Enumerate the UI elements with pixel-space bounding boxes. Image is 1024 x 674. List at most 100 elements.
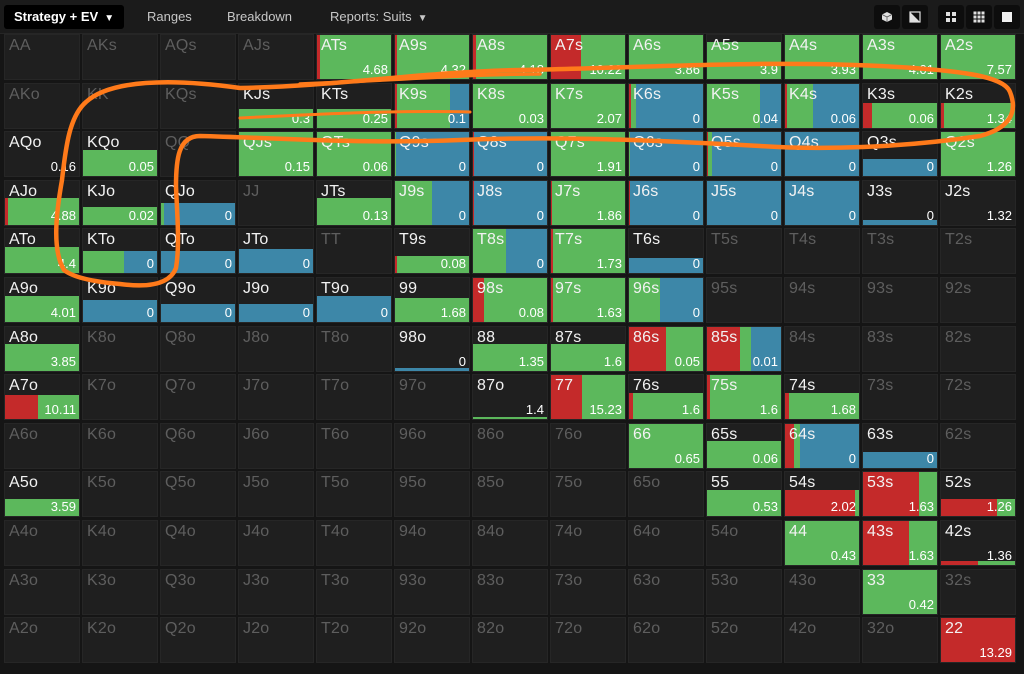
hand-cell[interactable]: J5o <box>238 471 314 518</box>
hand-cell[interactable]: T6o <box>316 422 392 469</box>
hand-cell[interactable]: K9s 0.1 <box>394 82 470 129</box>
hand-cell[interactable]: AJs <box>238 34 314 80</box>
hand-cell[interactable]: Q9o 0 <box>160 276 236 323</box>
hand-cell[interactable]: K8o <box>82 325 158 372</box>
hand-cell[interactable]: 93s <box>862 276 938 323</box>
hand-cell[interactable]: Q3s 0 <box>862 131 938 178</box>
hand-cell[interactable]: J3o <box>238 568 314 615</box>
hand-cell[interactable]: K3o <box>82 568 158 615</box>
single-view-button[interactable] <box>994 5 1020 29</box>
hand-cell[interactable]: J3s 0 <box>862 179 938 226</box>
hand-cell[interactable]: TT <box>316 228 392 275</box>
cube-view-button[interactable] <box>874 5 900 29</box>
hand-cell[interactable]: 96o <box>394 422 470 469</box>
hand-cell[interactable]: A2o <box>4 617 80 664</box>
hand-cell[interactable]: 85o <box>472 471 548 518</box>
hand-cell[interactable]: ATs 4.68 <box>316 34 392 80</box>
hand-cell[interactable]: 92s <box>940 276 1016 323</box>
hand-cell[interactable]: T7s 1.73 <box>550 228 626 275</box>
hand-cell[interactable]: K7s 2.07 <box>550 82 626 129</box>
hand-cell[interactable]: T6s 0 <box>628 228 704 275</box>
hand-cell[interactable]: K9o 0 <box>82 276 158 323</box>
compact-grid-button[interactable] <box>938 5 964 29</box>
hand-cell[interactable]: 94o <box>394 519 470 566</box>
hand-cell[interactable]: J8o <box>238 325 314 372</box>
hand-cell[interactable]: K3s 0.06 <box>862 82 938 129</box>
hand-cell[interactable]: AJo 4.88 <box>4 179 80 226</box>
hand-cell[interactable]: T8o <box>316 325 392 372</box>
hand-cell[interactable]: 82o <box>472 617 548 664</box>
hand-cell[interactable]: 64o <box>628 519 704 566</box>
hand-cell[interactable]: Q5o <box>160 471 236 518</box>
hand-cell[interactable]: Q2o <box>160 617 236 664</box>
hand-cell[interactable]: 98s 0.08 <box>472 276 548 323</box>
hand-cell[interactable]: 43o <box>784 568 860 615</box>
hand-cell[interactable]: 72o <box>550 617 626 664</box>
hand-cell[interactable]: Q8s 0 <box>472 131 548 178</box>
hand-cell[interactable]: 63o <box>628 568 704 615</box>
contrast-view-button[interactable] <box>902 5 928 29</box>
hand-cell[interactable]: 66 0.65 <box>628 422 704 469</box>
tab-ranges[interactable]: Ranges <box>137 5 202 29</box>
hand-cell[interactable]: Q9s 0 <box>394 131 470 178</box>
hand-cell[interactable]: A6s 3.86 <box>628 34 704 80</box>
hand-cell[interactable]: T8s 0 <box>472 228 548 275</box>
tab-breakdown[interactable]: Breakdown <box>217 5 302 29</box>
hand-cell[interactable]: JJ <box>238 179 314 226</box>
hand-cell[interactable]: 22 13.29 <box>940 617 1016 664</box>
hand-cell[interactable]: K4s 0.06 <box>784 82 860 129</box>
hand-cell[interactable]: K6s 0 <box>628 82 704 129</box>
hand-cell[interactable]: A7o 10.11 <box>4 374 80 421</box>
hand-cell[interactable]: 52o <box>706 617 782 664</box>
hand-cell[interactable]: K2o <box>82 617 158 664</box>
hand-cell[interactable]: 73o <box>550 568 626 615</box>
hand-cell[interactable]: 64s 0 <box>784 422 860 469</box>
hand-cell[interactable]: 99 1.68 <box>394 276 470 323</box>
tab-reports-suits[interactable]: Reports: Suits ▼ <box>320 5 438 29</box>
hand-cell[interactable]: J7s 1.86 <box>550 179 626 226</box>
hand-cell[interactable]: J6s 0 <box>628 179 704 226</box>
hand-cell[interactable]: 52s 1.26 <box>940 471 1016 518</box>
hand-cell[interactable]: 96s 0 <box>628 276 704 323</box>
hand-cell[interactable]: J2s 1.32 <box>940 179 1016 226</box>
hand-cell[interactable]: 43s 1.63 <box>862 519 938 566</box>
hand-cell[interactable]: A8s 4.18 <box>472 34 548 80</box>
hand-cell[interactable]: K6o <box>82 422 158 469</box>
hand-cell[interactable]: Q4o <box>160 519 236 566</box>
hand-cell[interactable]: 72s <box>940 374 1016 421</box>
hand-cell[interactable]: J4o <box>238 519 314 566</box>
hand-cell[interactable]: J7o <box>238 374 314 421</box>
hand-cell[interactable]: A5s 3.9 <box>706 34 782 80</box>
hand-cell[interactable]: 94s <box>784 276 860 323</box>
hand-cell[interactable]: KQo 0.05 <box>82 131 158 178</box>
hand-cell[interactable]: J8s 0 <box>472 179 548 226</box>
hand-cell[interactable]: 95o <box>394 471 470 518</box>
hand-cell[interactable]: 83s <box>862 325 938 372</box>
hand-cell[interactable]: 63s 0 <box>862 422 938 469</box>
hand-cell[interactable]: 88 1.35 <box>472 325 548 372</box>
hand-cell[interactable]: 32s <box>940 568 1016 615</box>
hand-cell[interactable]: 85s 0.01 <box>706 325 782 372</box>
hand-cell[interactable]: T5s <box>706 228 782 275</box>
hand-cell[interactable]: Q6o <box>160 422 236 469</box>
hand-cell[interactable]: T2o <box>316 617 392 664</box>
hand-cell[interactable]: 95s <box>706 276 782 323</box>
hand-cell[interactable]: 32o <box>862 617 938 664</box>
hand-cell[interactable]: 86s 0.05 <box>628 325 704 372</box>
hand-cell[interactable]: KTo 0 <box>82 228 158 275</box>
hand-cell[interactable]: 75s 1.6 <box>706 374 782 421</box>
hand-cell[interactable]: K7o <box>82 374 158 421</box>
hand-cell[interactable]: AQo 0.16 <box>4 131 80 178</box>
hand-cell[interactable]: 53o <box>706 568 782 615</box>
hand-cell[interactable]: 65s 0.06 <box>706 422 782 469</box>
hand-cell[interactable]: 54s 2.02 <box>784 471 860 518</box>
hand-cell[interactable]: Q7s 1.91 <box>550 131 626 178</box>
hand-cell[interactable]: A6o <box>4 422 80 469</box>
hand-cell[interactable]: 42o <box>784 617 860 664</box>
hand-cell[interactable]: Q5s 0 <box>706 131 782 178</box>
hand-cell[interactable]: JTo 0 <box>238 228 314 275</box>
hand-cell[interactable]: K5s 0.04 <box>706 82 782 129</box>
hand-cell[interactable]: 65o <box>628 471 704 518</box>
hand-cell[interactable]: 77 15.23 <box>550 374 626 421</box>
hand-cell[interactable]: ATo 4.4 <box>4 228 80 275</box>
